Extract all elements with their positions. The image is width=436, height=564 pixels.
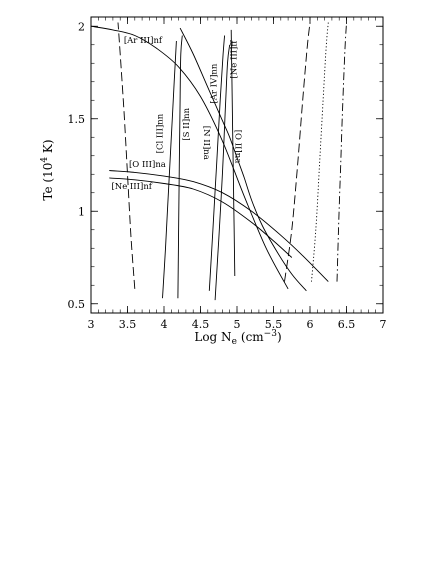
y-axis-title-sup: 4 [40, 157, 50, 163]
y-tick-label: 1 [78, 205, 85, 218]
series-line [179, 27, 307, 292]
y-tick-label: 2 [78, 20, 85, 33]
curve-labels-layer: [Ar III]nf [O III]na [Ne III]nf [Cl III]nn [… [111, 36, 242, 192]
series-line [117, 22, 136, 289]
series-line [109, 177, 293, 258]
y-tick-label: 0.5 [68, 298, 86, 311]
curves-layer [90, 22, 347, 301]
y-axis-title-close: K) [41, 139, 55, 156]
x-tick-label: 5.5 [265, 318, 283, 331]
x-tick-label: 5 [234, 318, 241, 331]
series-line [311, 22, 329, 282]
series-line [109, 170, 329, 282]
curve-label: [Ar IV]nn [210, 63, 220, 104]
curve-label: [Ne III]ff [229, 40, 239, 79]
x-axis-title-sup: −3 [264, 329, 278, 339]
series-line [177, 35, 183, 299]
x-axis-title-sub: e [232, 337, 237, 347]
series-line [336, 22, 347, 282]
series-line [162, 40, 177, 299]
series-line [284, 22, 311, 282]
x-axis-title: Log Ne (cm−3) [194, 329, 281, 347]
x-tick-label: 4 [161, 318, 168, 331]
series-line [208, 35, 226, 291]
series-line [230, 29, 236, 277]
curve-label: [N II]na [201, 126, 211, 160]
x-tick-label: 3.5 [119, 318, 137, 331]
x-tick-label: 4.5 [192, 318, 210, 331]
ticks-layer: 3 3.5 4 4.5 5 5.5 6 6.5 7 0.5 1 1.5 2 [68, 17, 387, 331]
x-axis-title-main: Log N [194, 330, 231, 344]
curve-label: [Ar III]nf [124, 36, 163, 46]
x-tick-label: 7 [380, 318, 387, 331]
curve-label: [O II]na [233, 130, 243, 164]
x-axis-title-open: (cm [241, 330, 264, 344]
x-tick-label: 3 [88, 318, 95, 331]
y-axis-title-main: Te (10 [41, 163, 55, 201]
series-line [90, 25, 289, 290]
curve-label: [S II]nn [182, 107, 192, 140]
x-axis-title-close: ) [277, 330, 282, 344]
curve-label: [Cl III]nn [156, 113, 166, 153]
curve-label: [Ne III]nf [111, 182, 152, 192]
y-axis-title: Te (104 K) [40, 139, 55, 200]
curve-label: [O III]na [129, 160, 166, 170]
plot-frame [90, 16, 384, 314]
x-tick-label: 6.5 [338, 318, 356, 331]
x-tick-label: 6 [307, 318, 314, 331]
series-line [214, 44, 231, 301]
y-tick-label: 1.5 [68, 113, 86, 126]
